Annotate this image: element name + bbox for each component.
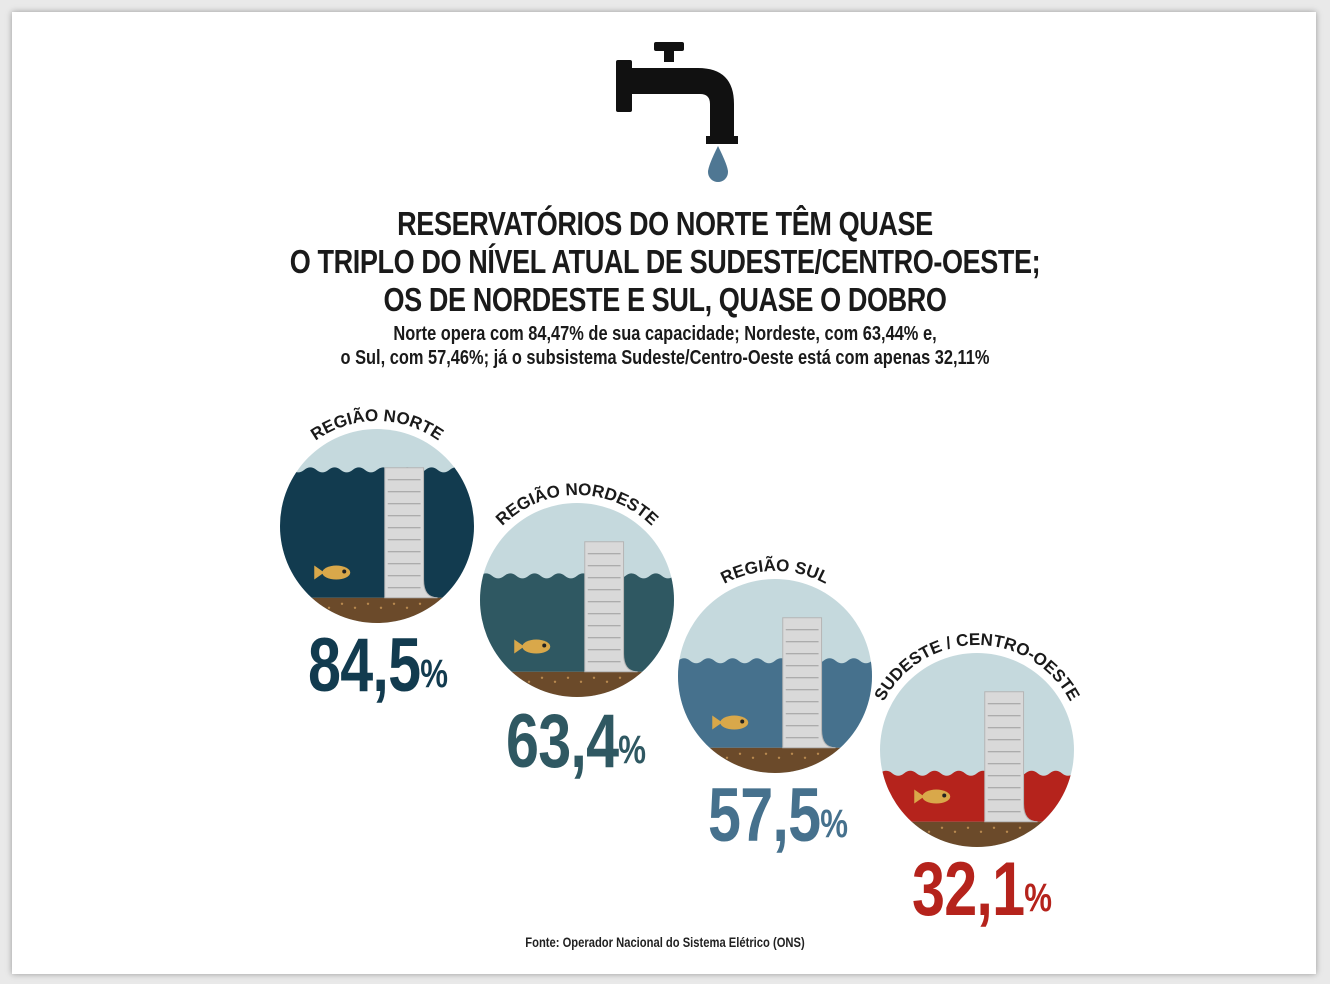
soil-pebble [738, 752, 742, 755]
fish-icon [314, 565, 351, 580]
soil-pebble [1005, 830, 1009, 833]
soil-pebble [340, 602, 344, 605]
value-sul: 57,5% [708, 778, 848, 854]
soil-pebble [444, 602, 448, 605]
soil-pebble [764, 752, 768, 755]
source-note: Fonte: Operador Nacional do Sistema Elét… [525, 934, 805, 950]
soil-pebble [579, 680, 583, 683]
soil-pebble [353, 606, 357, 609]
soil-pebble [527, 680, 531, 683]
soil-pebble [966, 826, 970, 829]
reservoir-water [480, 573, 674, 672]
subtitle: Norte opera com 84,47% de sua capacidade… [120, 322, 1211, 370]
soil-pebble [1018, 826, 1022, 829]
soil-pebble [488, 676, 492, 679]
soil-pebble [953, 830, 957, 833]
value-unit: % [618, 728, 646, 772]
soil-pebble [366, 602, 370, 605]
dam-icon [984, 691, 1038, 823]
soil-pebble [605, 680, 609, 683]
value-sudeste-centro-oeste: 32,1% [912, 852, 1052, 928]
reservoir-water [280, 467, 474, 598]
headline-line-2: O TRIPLO DO NÍVEL ATUAL DE SUDESTE/CENTR… [289, 243, 1041, 280]
soil-pebble [686, 752, 690, 755]
soil-pebble [855, 756, 859, 759]
soil-pebble [1044, 826, 1048, 829]
soil-pebble [790, 752, 794, 755]
soil-pebble [777, 756, 781, 759]
reservoir-graphic: REGIÃO SUL [678, 555, 872, 773]
value-number: 84,5 [308, 623, 421, 708]
region-sul: REGIÃO SUL [660, 546, 900, 786]
soil-pebble [940, 826, 944, 829]
soil-pebble [699, 756, 703, 759]
headline-line-3: OS DE NORDESTE E SUL, QUASE O DOBRO [383, 281, 947, 318]
soil-pebble [553, 680, 557, 683]
soil-pebble [379, 606, 383, 609]
value-number: 57,5 [708, 773, 821, 858]
value-number: 32,1 [912, 847, 1025, 932]
soil-pebble [1057, 830, 1061, 833]
soil-pebble [457, 606, 461, 609]
soil-pebble [816, 752, 820, 755]
soil-pebble [979, 830, 983, 833]
soil-pebble [712, 752, 716, 755]
dam-icon [584, 541, 638, 673]
soil-pebble [566, 676, 570, 679]
soil-pebble [288, 602, 292, 605]
soil-pebble [842, 752, 846, 755]
reservoir-graphic: REGIÃO NORTE [280, 406, 474, 623]
soil-pebble [901, 830, 905, 833]
soil-pebble [514, 676, 518, 679]
soil-pebble [631, 680, 635, 683]
subtitle-line-1: Norte opera com 84,47% de sua capacidade… [393, 323, 937, 345]
value-unit: % [1024, 876, 1052, 920]
soil-pebble [418, 602, 422, 605]
infographic-card [12, 12, 1316, 974]
region-sudeste-centro-oeste: SUDESTE / CENTRO-OESTE [862, 620, 1102, 860]
region-norte: REGIÃO NORTE [262, 396, 502, 636]
soil-pebble [314, 602, 318, 605]
reservoir-graphic: SUDESTE / CENTRO-OESTE [871, 630, 1083, 847]
soil-pebble [431, 606, 435, 609]
soil-pebble [392, 602, 396, 605]
fish-icon [914, 789, 951, 804]
value-unit: % [820, 802, 848, 846]
faucet-icon [612, 38, 742, 193]
region-nordeste: REGIÃO NORDESTE [462, 470, 702, 710]
value-norte: 84,5% [308, 628, 448, 704]
soil-pebble [405, 606, 409, 609]
reservoir-water [880, 770, 1074, 822]
value-nordeste: 63,4% [506, 704, 646, 780]
value-number: 63,4 [506, 699, 619, 784]
soil-pebble [829, 756, 833, 759]
soil-pebble [992, 826, 996, 829]
reservoir-graphic: REGIÃO NORDESTE [480, 480, 674, 697]
soil-pebble [914, 826, 918, 829]
subtitle-line-2: o Sul, com 57,46%; já o subsistema Sudes… [340, 347, 990, 369]
soil-pebble [501, 680, 505, 683]
dam-icon [782, 617, 836, 749]
soil-pebble [803, 756, 807, 759]
soil-pebble [618, 676, 622, 679]
soil-pebble [301, 606, 305, 609]
soil-pebble [540, 676, 544, 679]
soil-pebble [927, 830, 931, 833]
soil-pebble [751, 756, 755, 759]
soil-pebble [644, 676, 648, 679]
fish-icon [712, 715, 749, 730]
headline-line-1: RESERVATÓRIOS DO NORTE TÊM QUASE [397, 205, 933, 242]
soil-pebble [327, 606, 331, 609]
soil-pebble [592, 676, 596, 679]
headline: RESERVATÓRIOS DO NORTE TÊM QUASE O TRIPL… [120, 205, 1211, 319]
fish-icon [514, 639, 551, 654]
value-unit: % [420, 652, 448, 696]
soil-pebble [1031, 830, 1035, 833]
soil-pebble [725, 756, 729, 759]
reservoir-water [678, 658, 872, 748]
soil-pebble [888, 826, 892, 829]
dam-icon [384, 467, 438, 599]
water-drop-icon [708, 146, 728, 182]
